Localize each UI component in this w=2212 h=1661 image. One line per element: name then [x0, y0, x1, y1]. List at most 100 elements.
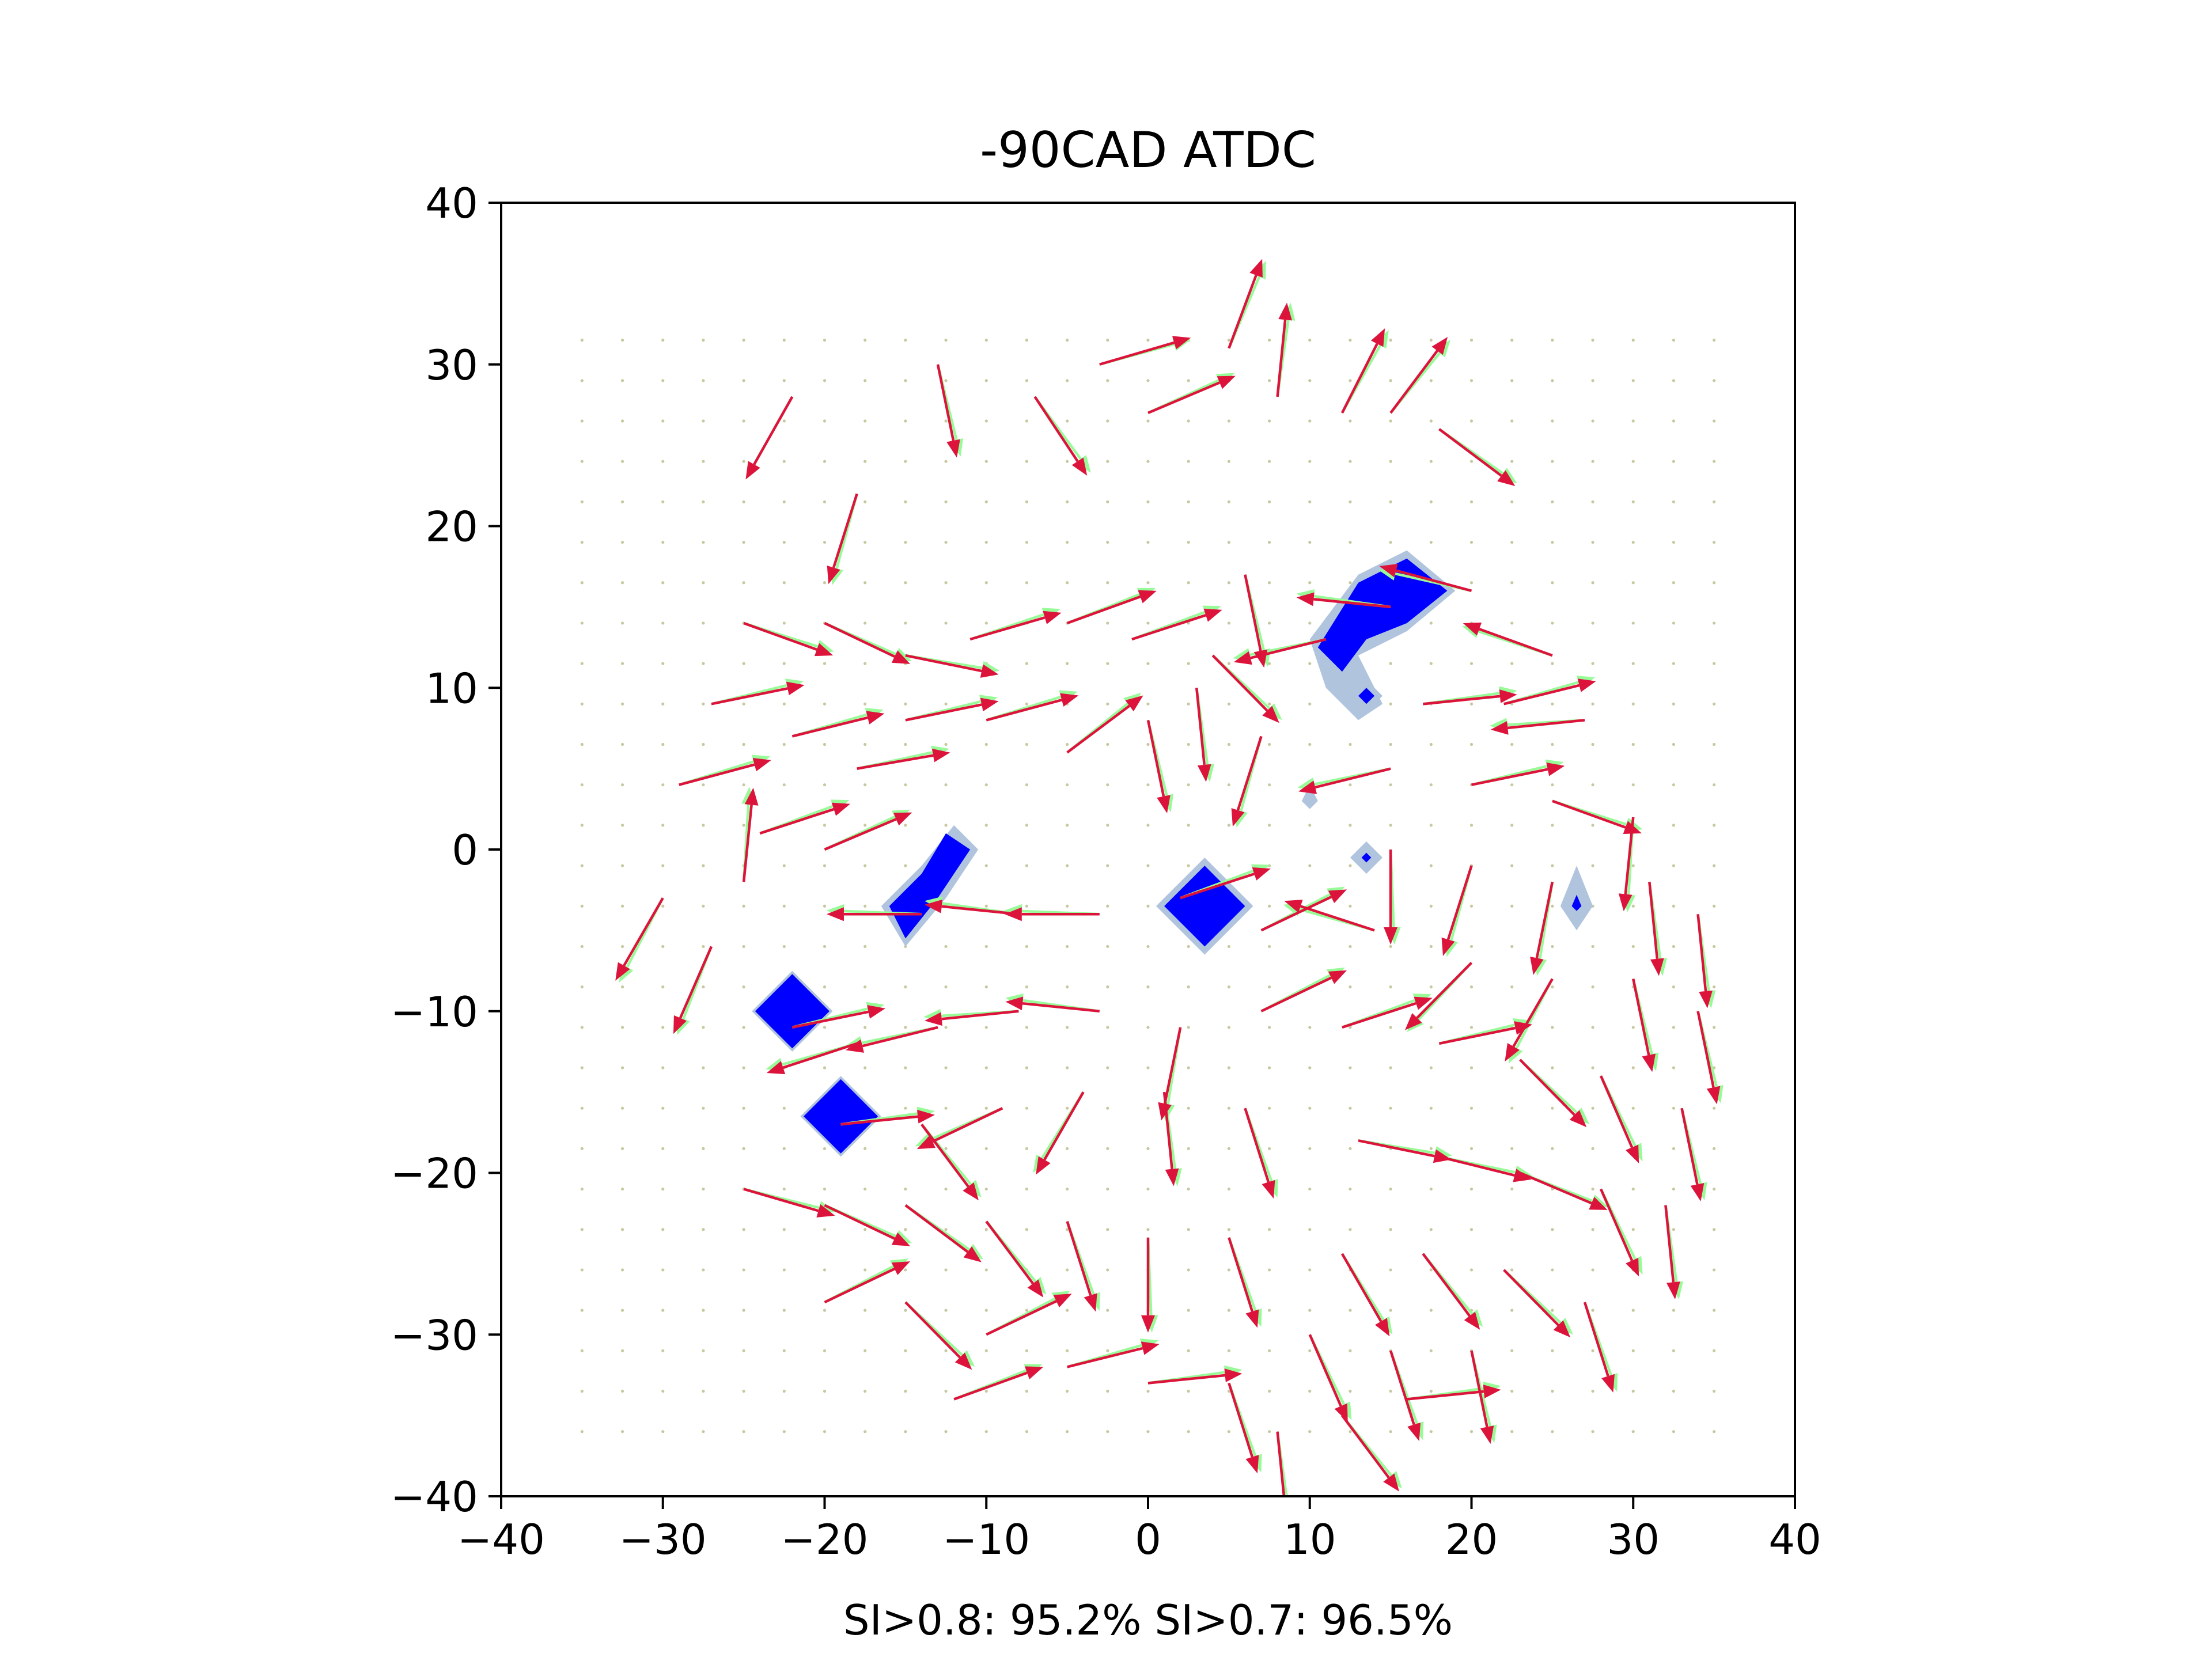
- grid-dot: [1267, 742, 1271, 746]
- grid-dot: [1469, 581, 1474, 585]
- grid-dot: [984, 460, 988, 463]
- vector-arrow: [1423, 689, 1517, 706]
- vector-arrow: [1618, 817, 1635, 912]
- grid-dot: [782, 460, 786, 463]
- grid-dot: [742, 904, 745, 908]
- grid-dot: [944, 1228, 948, 1231]
- x-tick-label: 10: [1283, 1515, 1336, 1564]
- vector-arrow: [1342, 996, 1433, 1029]
- grid-dot: [782, 904, 786, 908]
- grid-dot: [1227, 1268, 1230, 1272]
- grid-dot: [742, 1430, 745, 1434]
- grid-dot: [702, 1026, 705, 1029]
- vector-arrow: [824, 812, 912, 851]
- vector-arrow: [1384, 850, 1398, 945]
- grid-dot: [1389, 1066, 1392, 1070]
- grid-dot: [904, 985, 907, 989]
- grid-dot: [1429, 1147, 1433, 1150]
- grid-dot: [742, 1147, 745, 1150]
- grid-dot: [904, 581, 907, 585]
- grid-dot: [904, 1349, 907, 1352]
- grid-dot: [1672, 945, 1676, 949]
- grid-dot: [1591, 702, 1594, 706]
- grid-dot: [1713, 702, 1716, 706]
- grid-dot: [1631, 864, 1635, 867]
- grid-dot: [1146, 702, 1150, 706]
- grid-dot: [580, 662, 584, 665]
- grid-dot: [1429, 1106, 1433, 1110]
- grid-dot: [863, 1228, 867, 1231]
- grid-dot: [1591, 662, 1594, 665]
- grid-dot: [742, 419, 745, 423]
- vector-arrow: [615, 897, 664, 981]
- grid-dot: [1106, 1349, 1109, 1352]
- grid-dot: [661, 904, 665, 908]
- grid-dot: [1025, 985, 1029, 989]
- grid-dot: [661, 1066, 665, 1070]
- grid-dot: [823, 379, 827, 382]
- grid-dot: [1429, 339, 1433, 342]
- grid-dot: [1106, 783, 1109, 787]
- grid-dot: [1267, 1349, 1271, 1352]
- grid-dot: [1025, 824, 1029, 827]
- grid-dot: [1308, 500, 1312, 503]
- grid-dot: [1713, 742, 1716, 746]
- x-tick-label: 40: [1768, 1515, 1821, 1564]
- grid-dot: [620, 702, 624, 706]
- grid-dot: [782, 945, 786, 949]
- grid-dot: [904, 1106, 907, 1110]
- grid-dot: [904, 1066, 907, 1070]
- grid-dot: [1025, 1349, 1029, 1352]
- grid-dot: [1672, 742, 1676, 746]
- grid-dot: [1591, 460, 1594, 463]
- grid-dot: [1187, 1389, 1190, 1393]
- grid-dot: [1106, 662, 1109, 665]
- grid-dot: [1349, 339, 1352, 342]
- grid-dot: [1510, 1268, 1514, 1272]
- grid-dot: [1551, 500, 1554, 503]
- grid-dot: [1510, 1349, 1514, 1352]
- grid-dot: [1672, 1187, 1676, 1191]
- grid-dot: [1713, 1349, 1716, 1352]
- si-region-high: [1571, 894, 1582, 911]
- grid-dot: [1551, 702, 1554, 706]
- grid-dot: [1025, 702, 1029, 706]
- vector-arrow: [1146, 719, 1171, 814]
- grid-dot: [863, 1430, 867, 1434]
- grid-dot: [1066, 1187, 1069, 1191]
- grid-dot: [620, 783, 624, 787]
- grid-dot: [702, 662, 705, 665]
- grid-dot: [1551, 864, 1554, 867]
- grid-dot: [1672, 1349, 1676, 1352]
- grid-dot: [1025, 540, 1029, 544]
- grid-dot: [620, 742, 624, 746]
- grid-dot: [1106, 824, 1109, 827]
- vector-arrow: [1422, 1253, 1480, 1330]
- grid-dot: [1510, 339, 1514, 342]
- grid-dot: [984, 985, 988, 989]
- grid-dot: [1349, 540, 1352, 544]
- grid-dot: [823, 864, 827, 867]
- grid-dot: [823, 1268, 827, 1272]
- grid-dot: [1631, 460, 1635, 463]
- vector-arrow: [1276, 302, 1292, 397]
- grid-dot: [1551, 1066, 1554, 1070]
- grid-dot: [580, 1026, 584, 1029]
- vector-arrow: [766, 1042, 858, 1075]
- grid-dot: [1308, 460, 1312, 463]
- grid-dot: [1066, 1430, 1069, 1434]
- grid-dot: [1631, 742, 1635, 746]
- grid-dot: [944, 1349, 948, 1352]
- grid-dot: [1308, 742, 1312, 746]
- vector-arrow: [1036, 1091, 1085, 1175]
- grid-dot: [1267, 581, 1271, 585]
- grid-dot: [1672, 783, 1676, 787]
- grid-dot: [1429, 1187, 1433, 1191]
- vector-arrow: [1463, 622, 1553, 657]
- grid-dot: [1146, 985, 1150, 989]
- vector-arrow: [1505, 978, 1554, 1062]
- grid-dot: [1429, 460, 1433, 463]
- grid-dot: [620, 1228, 624, 1231]
- grid-dot: [1227, 1147, 1230, 1150]
- grid-dot: [1349, 1389, 1352, 1393]
